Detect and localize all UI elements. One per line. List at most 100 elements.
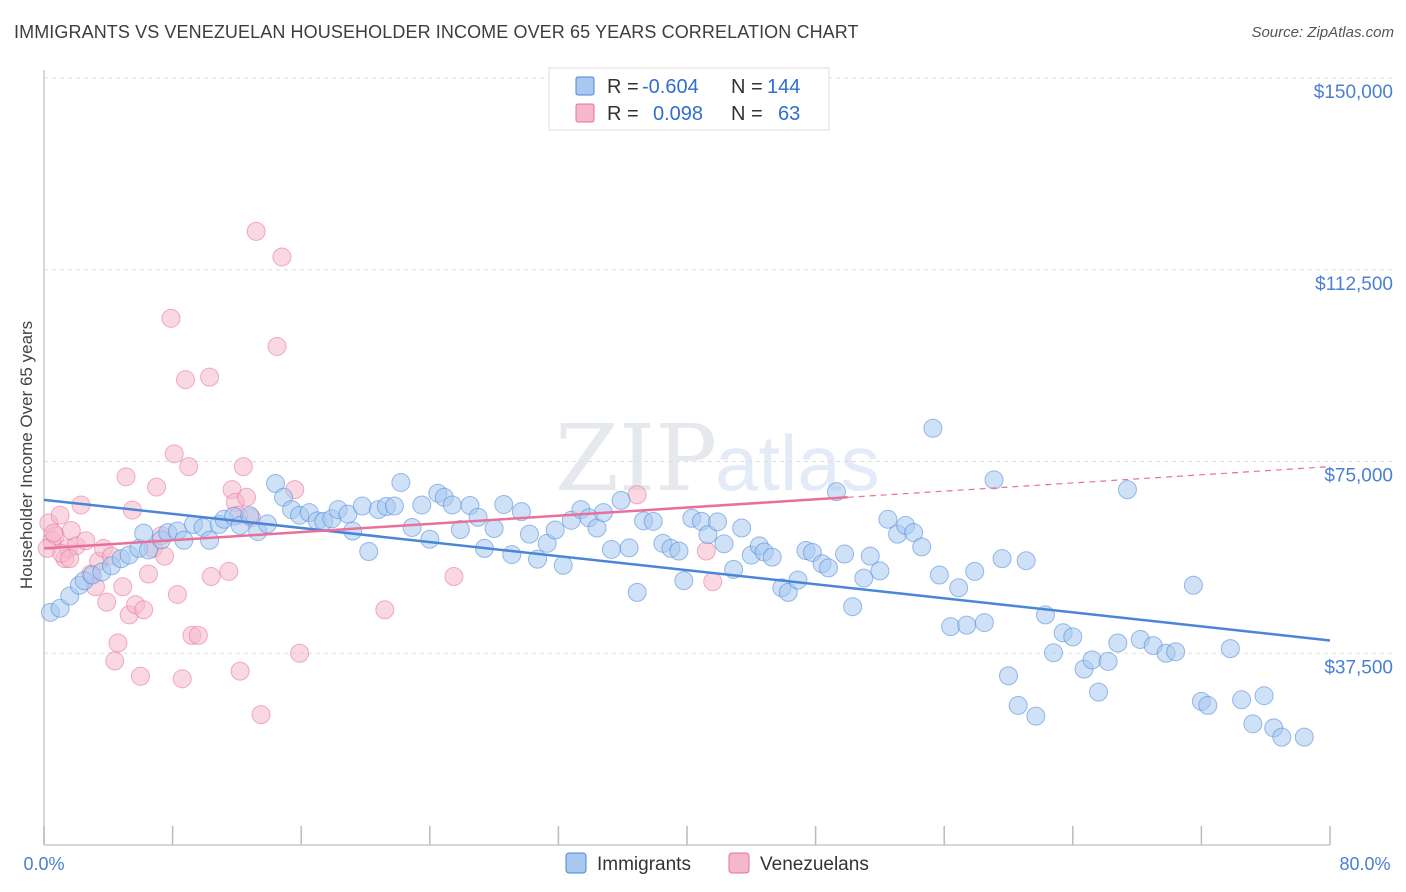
venezuelans-point — [108, 633, 128, 653]
immigrants-point — [992, 549, 1012, 569]
immigrants-point — [619, 538, 639, 558]
immigrants-point — [957, 615, 977, 635]
y-tick-label: $112,500 — [1315, 274, 1393, 295]
venezuelans-point — [696, 541, 716, 561]
immigrants-point — [904, 523, 924, 543]
immigrants-point — [384, 496, 404, 516]
y-axis-label: Householder Income Over 65 years — [17, 321, 36, 589]
immigrants-point — [974, 613, 994, 633]
legend-bottom-label-venezuelans: Venezuelans — [760, 854, 869, 875]
immigrants-point — [240, 506, 260, 526]
immigrants-point — [494, 494, 514, 514]
gridlines — [44, 77, 1395, 654]
venezuelans-point — [201, 567, 221, 587]
venezuelans-point — [175, 370, 195, 390]
immigrants-point — [1198, 695, 1218, 715]
venezuelans-point — [116, 467, 136, 487]
venezuelans-point — [267, 336, 287, 356]
immigrants-point — [450, 520, 470, 540]
immigrants-point — [1166, 642, 1186, 662]
watermark-atlas: atlas — [715, 419, 880, 507]
immigrants-point — [1016, 551, 1036, 571]
venezuelans-point — [147, 477, 167, 497]
immigrants-point — [352, 496, 372, 516]
source-credit: Source: ZipAtlas.com — [1251, 24, 1394, 41]
immigrants-point — [511, 502, 531, 522]
venezuelans-point — [233, 457, 253, 477]
legend-bottom-swatch-immigrants — [565, 852, 587, 874]
venezuelans-point — [200, 367, 220, 387]
immigrants-point — [502, 545, 522, 565]
immigrants-point — [1243, 714, 1263, 734]
immigrants-point — [912, 537, 932, 557]
immigrants-point — [200, 530, 220, 550]
immigrants-point — [984, 470, 1004, 490]
immigrants-point — [878, 509, 898, 529]
immigrants-point — [519, 524, 539, 544]
venezuelans-point — [161, 308, 181, 328]
immigrants-point — [669, 541, 689, 561]
immigrants-point — [698, 525, 718, 545]
venezuelans-point — [246, 221, 266, 241]
immigrants-point — [999, 666, 1018, 686]
immigrants-point — [1026, 706, 1046, 726]
legend-swatch-immigrants — [575, 76, 595, 96]
venezuelans-point — [130, 666, 150, 686]
immigrants-point — [359, 541, 379, 561]
x-tick-label-max: 80.0% — [1339, 854, 1390, 874]
immigrants-point — [1254, 686, 1274, 706]
venezuelans-point — [172, 669, 192, 689]
legend-r-value-venezuelans: 0.098 — [653, 103, 703, 125]
venezuelans-point — [251, 705, 271, 725]
venezuelans-point — [50, 505, 70, 525]
immigrants-point — [343, 521, 363, 541]
x-axis-ticks — [43, 826, 1331, 845]
immigrants-point — [484, 518, 504, 538]
venezuelans-point — [375, 600, 395, 620]
legend-r-label-immigrants: R = — [607, 76, 639, 98]
venezuelans-point — [134, 600, 154, 620]
venezuelans-point — [290, 643, 310, 663]
immigrants-point — [1044, 643, 1064, 663]
immigrants-point — [826, 482, 846, 502]
immigrants-point — [1232, 690, 1252, 710]
immigrants-point — [134, 523, 154, 543]
venezuelans-point — [113, 577, 133, 597]
immigrants-point — [965, 561, 985, 581]
y-tick-label: $75,000 — [1324, 466, 1393, 487]
x-tick-label-min: 0.0% — [23, 854, 64, 874]
immigrants-point — [843, 597, 863, 617]
venezuelans-point — [167, 584, 187, 604]
immigrants-point — [941, 617, 961, 637]
chart-title: IMMIGRANTS VS VENEZUELAN HOUSEHOLDER INC… — [14, 22, 859, 42]
venezuelans-point — [97, 592, 117, 612]
venezuelans-point — [188, 625, 208, 645]
venezuelans-point — [272, 247, 292, 267]
legend-n-value-venezuelans: 63 — [778, 103, 800, 125]
legend-top: R = -0.604 N = 144 R = 0.098 N = 63 — [548, 67, 830, 131]
immigrants-point — [1117, 480, 1137, 500]
immigrants-point — [442, 495, 462, 515]
y-tick-label: $150,000 — [1314, 82, 1393, 103]
venezuelans-point — [155, 546, 175, 566]
venezuelans-point — [444, 567, 464, 587]
venezuelans-point — [179, 457, 199, 477]
venezuelans-point — [703, 572, 723, 592]
venezuelans-trend-line — [43, 496, 848, 550]
venezuelans-point — [219, 561, 239, 581]
immigrants-point — [1183, 575, 1203, 595]
venezuelans-point — [164, 444, 184, 464]
immigrants-point — [1108, 633, 1128, 653]
immigrants-point — [611, 490, 631, 510]
venezuelans-point — [230, 661, 250, 681]
immigrants-point — [553, 555, 573, 575]
immigrants-point — [1089, 682, 1109, 702]
immigrants-point — [420, 529, 440, 549]
immigrants-point — [714, 534, 734, 554]
legend-n-value-immigrants: 144 — [767, 76, 800, 98]
immigrants-point — [1063, 627, 1083, 647]
immigrants-point — [788, 570, 808, 590]
legend-n-label-venezuelans: N = — [731, 103, 763, 125]
immigrants-point — [1082, 650, 1102, 670]
